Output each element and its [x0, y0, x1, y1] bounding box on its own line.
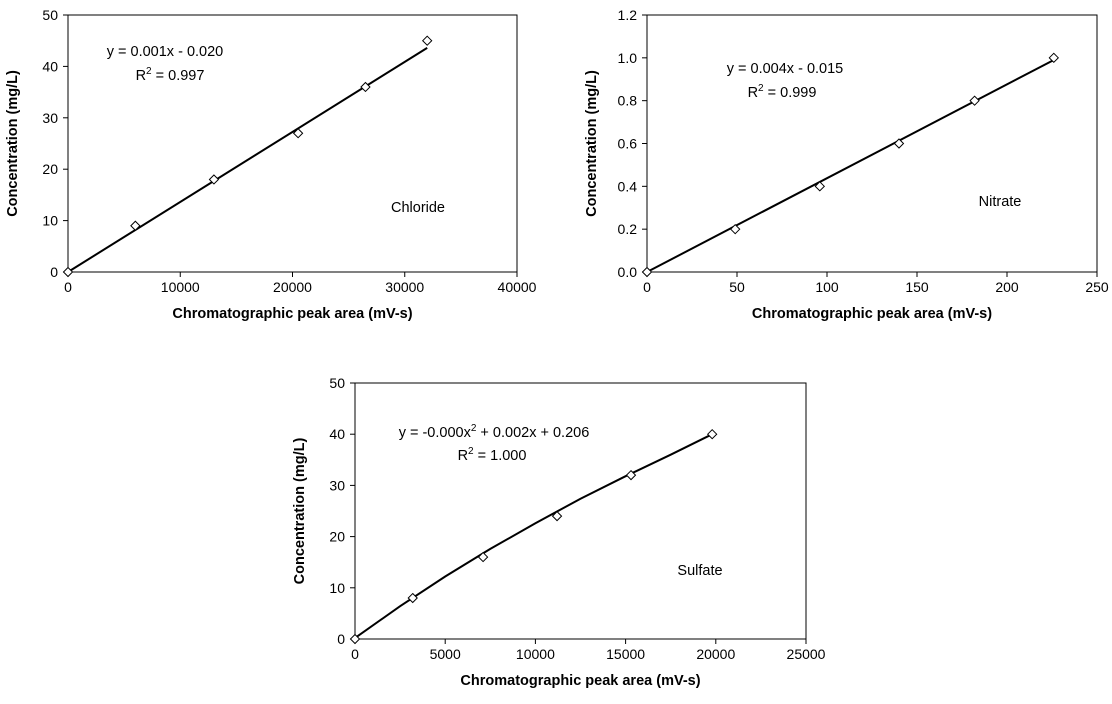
data-point [551, 510, 563, 522]
data-point [130, 220, 141, 231]
x-tick-label: 0 [643, 279, 651, 295]
data-point [893, 138, 905, 149]
x-axis-title: Chromatographic peak area (mV-s) [172, 306, 412, 322]
y-tick-label: 20 [42, 161, 58, 177]
trendline-equation: y = 0.004x - 0.015 [727, 61, 843, 77]
data-point [814, 181, 826, 192]
chart-3: 0 5000 10000 15000 20000 25000 0 10 20 30 40 50 Chro… [292, 375, 826, 689]
trendline-equation: y = -0.000x2 + 0.002x + 0.206 [399, 423, 590, 441]
y-tick-label: 1.2 [618, 7, 638, 23]
x-tick-label: 50 [729, 279, 745, 295]
data-point [62, 266, 74, 278]
data-point [349, 633, 361, 645]
data-point [292, 128, 304, 139]
analyte-label: Chloride [391, 200, 445, 216]
x-tick-label: 200 [995, 279, 1019, 295]
x-tick-label: 20000 [696, 646, 735, 662]
y-tick-label: 30 [329, 477, 345, 493]
data-point [969, 95, 980, 106]
x-tick-label: 250 [1085, 279, 1109, 295]
y-tick-label: 50 [42, 7, 58, 23]
y-tick-label: 30 [42, 110, 58, 126]
y-tick-label: 0 [337, 631, 345, 647]
x-tick-label: 150 [905, 279, 929, 295]
analyte-label: Sulfate [677, 563, 722, 579]
x-axis-title: Chromatographic peak area (mV-s) [752, 306, 992, 322]
x-tick-label: 40000 [498, 279, 537, 295]
data-point [421, 35, 433, 46]
x-tick-label: 0 [64, 279, 72, 295]
data-point [360, 81, 371, 93]
data-point [477, 551, 489, 563]
data-point [625, 469, 637, 481]
data-point [706, 428, 718, 440]
y-tick-label: 0 [50, 264, 58, 280]
x-tick-label: 25000 [787, 646, 826, 662]
y-tick-label: 0.8 [618, 93, 638, 109]
chart-1: 0 10000 20000 30000 40000 0 10 20 30 40 50 Chromato… [5, 7, 537, 322]
analyte-label: Nitrate [979, 194, 1022, 210]
x-tick-label: 5000 [430, 646, 461, 662]
y-tick-label: 20 [329, 529, 345, 545]
y-tick-label: 10 [329, 580, 345, 596]
x-tick-label: 0 [351, 646, 359, 662]
x-tick-label: 100 [815, 279, 839, 295]
chart-2: 0 50 100 150 200 250 0.0 0.2 0.4 0.6 0.8 1.0 1.2 Chro… [584, 7, 1109, 322]
data-point [208, 174, 220, 185]
y-axis-title: Concentration (mg/L) [584, 70, 600, 217]
trendline-equation: y = 0.001x - 0.020 [107, 44, 223, 60]
y-tick-label: 0.2 [618, 221, 638, 237]
x-tick-label: 10000 [516, 646, 555, 662]
x-axis-title: Chromatographic peak area (mV-s) [460, 673, 700, 689]
y-tick-label: 0.6 [618, 136, 638, 152]
y-tick-label: 10 [42, 213, 58, 229]
x-tick-label: 30000 [385, 279, 424, 295]
y-tick-label: 50 [329, 375, 345, 391]
y-tick-label: 0.0 [618, 264, 638, 280]
r-squared-label: R2 = 1.000 [458, 446, 527, 464]
data-point [407, 592, 418, 604]
y-tick-label: 40 [42, 58, 58, 74]
x-tick-label: 20000 [273, 279, 312, 295]
trendline [646, 59, 1055, 273]
y-axis-title: Concentration (mg/L) [292, 438, 308, 585]
r-squared-label: R2 = 0.997 [136, 66, 205, 84]
y-axis-title: Concentration (mg/L) [5, 70, 21, 217]
trendline [67, 47, 428, 273]
y-tick-label: 0.4 [618, 178, 638, 194]
plot-area [646, 14, 1098, 273]
plot-area [354, 382, 807, 640]
x-tick-label: 10000 [161, 279, 200, 295]
r-squared-label: R2 = 0.999 [748, 83, 817, 101]
trendline [354, 433, 713, 639]
y-tick-label: 40 [329, 426, 345, 442]
x-tick-label: 15000 [606, 646, 645, 662]
data-point [1048, 52, 1060, 64]
data-point [641, 266, 653, 278]
data-point [729, 223, 741, 235]
y-tick-label: 1.0 [618, 50, 638, 66]
